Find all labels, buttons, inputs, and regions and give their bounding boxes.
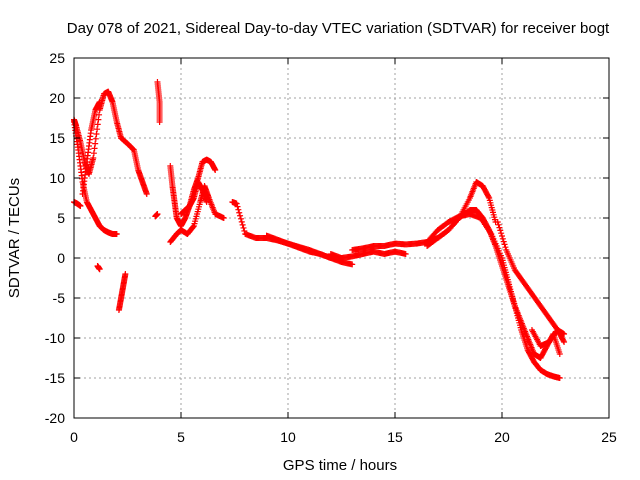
data-point bbox=[203, 199, 210, 205]
y-tick-labels: -20 -15 -10 -5 0 5 10 15 20 25 bbox=[45, 50, 65, 426]
data-point bbox=[485, 225, 492, 232]
data-point bbox=[234, 203, 241, 210]
data-point bbox=[90, 155, 97, 161]
axis-ticks bbox=[73, 57, 610, 419]
y-tick-label: 15 bbox=[49, 130, 65, 146]
data-point bbox=[91, 145, 98, 152]
y-axis-label: SDTVAR / TECUs bbox=[6, 178, 23, 298]
data-point bbox=[502, 244, 509, 251]
x-tick-label: 25 bbox=[601, 429, 617, 445]
data-point bbox=[90, 150, 97, 157]
data-point bbox=[556, 375, 563, 381]
series-arc-b bbox=[71, 119, 120, 237]
series-arc-q bbox=[424, 207, 563, 361]
series-arc-s bbox=[528, 327, 568, 349]
plot-frame bbox=[73, 57, 610, 419]
y-tick-label: 20 bbox=[49, 90, 65, 106]
data-point bbox=[496, 224, 503, 231]
chart-title: Day 078 of 2021, Sidereal Day-to-day VTE… bbox=[67, 20, 610, 37]
data-point bbox=[113, 231, 120, 237]
data-point bbox=[212, 167, 219, 173]
x-tick-label: 5 bbox=[177, 429, 185, 445]
data-point bbox=[94, 126, 101, 133]
data-point bbox=[560, 337, 567, 344]
x-tick-labels: 0 5 10 15 20 25 bbox=[70, 429, 617, 445]
series-arc-f bbox=[94, 263, 103, 273]
data-point bbox=[92, 140, 99, 147]
data-point bbox=[77, 203, 84, 209]
y-tick-label: 25 bbox=[49, 50, 65, 66]
data-point bbox=[190, 223, 197, 230]
x-tick-label: 20 bbox=[494, 429, 510, 445]
data-point bbox=[235, 206, 242, 213]
data-point bbox=[122, 271, 129, 277]
y-tick-label: -15 bbox=[45, 370, 65, 386]
y-tick-label: 0 bbox=[57, 250, 65, 266]
data-point bbox=[130, 146, 137, 153]
y-tick-label: -10 bbox=[45, 330, 65, 346]
data-point bbox=[220, 215, 227, 221]
data-point bbox=[499, 235, 506, 242]
series-arc-g bbox=[152, 211, 161, 220]
series-arc-c bbox=[79, 99, 103, 197]
data-point bbox=[156, 119, 163, 125]
data-point bbox=[501, 241, 508, 248]
data-point bbox=[236, 209, 243, 216]
data-point bbox=[129, 145, 136, 152]
data-point bbox=[237, 212, 244, 219]
data-points bbox=[71, 79, 568, 381]
data-point bbox=[561, 339, 568, 345]
data-point bbox=[402, 251, 409, 257]
data-point bbox=[239, 221, 246, 228]
series-arc-h bbox=[154, 79, 163, 125]
data-point bbox=[237, 215, 244, 222]
x-tick-label: 0 bbox=[70, 429, 78, 445]
data-point bbox=[92, 135, 99, 142]
series-arc-k bbox=[178, 179, 210, 217]
y-tick-label: -20 bbox=[45, 410, 65, 426]
data-point bbox=[499, 233, 505, 239]
y-tick-label: 10 bbox=[49, 170, 65, 186]
data-point bbox=[494, 219, 501, 225]
data-point bbox=[96, 266, 103, 273]
data-point bbox=[233, 200, 240, 207]
y-tick-label: -5 bbox=[53, 290, 66, 306]
data-point bbox=[485, 193, 492, 200]
data-point bbox=[93, 131, 100, 137]
y-tick-label: 5 bbox=[57, 210, 65, 226]
x-tick-label: 15 bbox=[387, 429, 403, 445]
series-arc-d bbox=[118, 135, 150, 197]
data-point bbox=[94, 121, 101, 128]
x-axis-label: GPS time / hours bbox=[283, 457, 397, 474]
grid bbox=[74, 58, 609, 418]
data-point bbox=[497, 227, 504, 234]
data-point bbox=[96, 99, 103, 105]
data-point bbox=[95, 116, 102, 123]
data-point bbox=[241, 227, 248, 234]
data-point bbox=[556, 351, 563, 357]
data-point bbox=[143, 191, 150, 197]
data-point bbox=[154, 211, 161, 217]
data-point bbox=[495, 221, 502, 228]
data-point bbox=[500, 238, 507, 245]
data-point bbox=[498, 230, 505, 237]
series-arc-t bbox=[71, 199, 84, 209]
x-tick-label: 10 bbox=[280, 429, 296, 445]
series-arc-n bbox=[327, 248, 409, 261]
series-arc-e bbox=[115, 271, 129, 313]
data-point bbox=[96, 111, 103, 118]
data-point bbox=[238, 218, 245, 225]
series-arc-m bbox=[263, 232, 356, 268]
data-point bbox=[349, 261, 356, 268]
data-point bbox=[240, 224, 247, 231]
